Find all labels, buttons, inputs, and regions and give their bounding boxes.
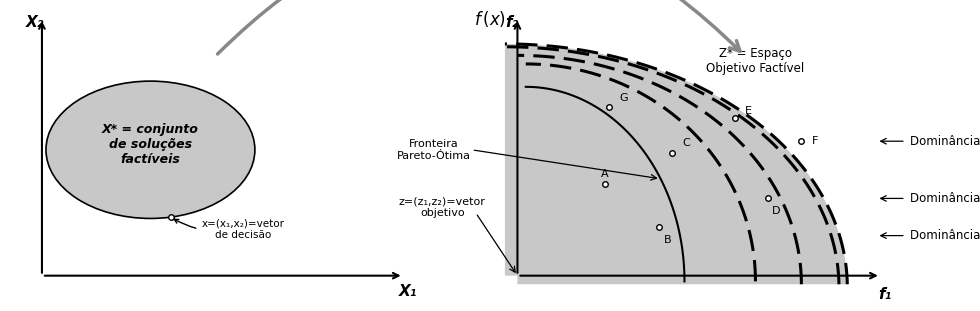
Text: Dominância 3: Dominância 3 [910,135,980,148]
Text: X₁: X₁ [399,284,416,299]
Text: D: D [772,206,781,216]
Text: Z* = Espaço
Objetivo Factível: Z* = Espaço Objetivo Factível [707,47,805,75]
Text: f₂: f₂ [505,15,518,30]
Text: F: F [811,136,818,146]
Polygon shape [505,44,848,284]
Ellipse shape [46,81,255,218]
Text: $f\,(x)$: $f\,(x)$ [474,9,506,29]
Text: X₂: X₂ [25,15,44,30]
Text: f₁: f₁ [878,287,892,302]
Text: G: G [619,93,628,103]
Text: X* = conjunto
de soluções
factíveis: X* = conjunto de soluções factíveis [102,123,199,165]
Text: Fronteira
Pareto-Ótima: Fronteira Pareto-Ótima [397,139,471,160]
Text: z=(z₁,z₂)=vetor
objetivo: z=(z₁,z₂)=vetor objetivo [399,196,486,218]
Text: B: B [663,235,671,245]
Text: C: C [682,138,690,148]
Text: E: E [745,106,752,116]
Text: x=(x₁,x₂)=vetor
de decisão: x=(x₁,x₂)=vetor de decisão [174,218,284,240]
Text: Dominância 2: Dominância 2 [910,192,980,205]
Text: A: A [601,169,609,179]
Text: Dominância 1: Dominância 1 [910,229,980,242]
